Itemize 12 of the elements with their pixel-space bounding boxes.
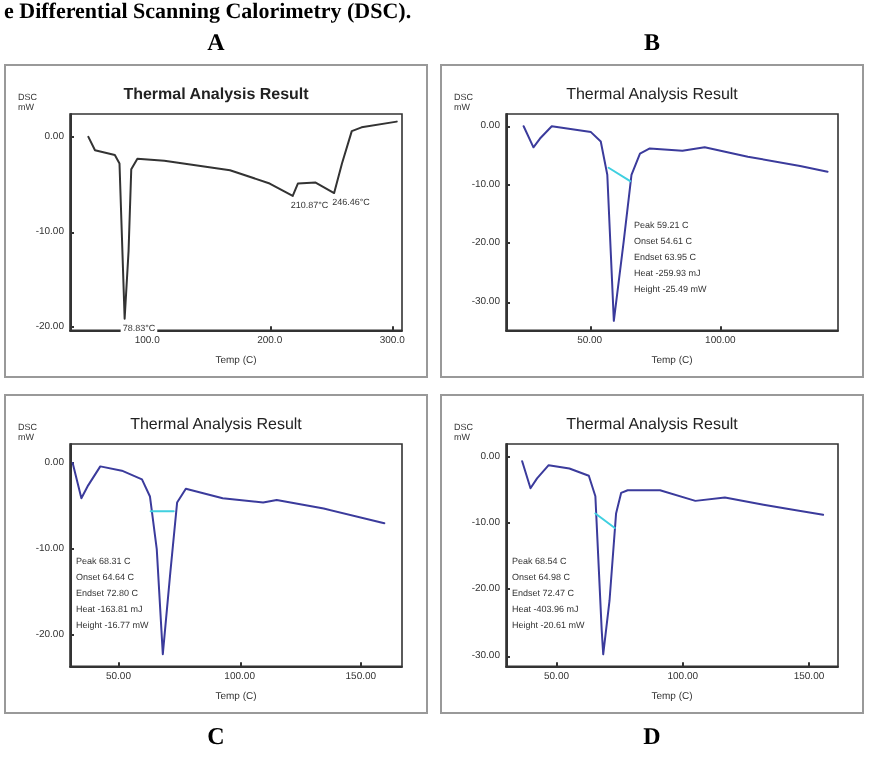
text: C xyxy=(205,722,227,752)
chart-subtitle: B xyxy=(641,28,662,58)
chart-title: Thermal Analysis Result xyxy=(123,85,310,103)
chart-title: Thermal Analysis Result xyxy=(566,415,740,433)
chart-subtitle: A xyxy=(205,28,227,58)
chart-title: Thermal Analysis Result xyxy=(130,415,304,433)
line-series xyxy=(71,461,386,656)
text: e Differential Scanning Calorimetry (DSC). xyxy=(4,0,412,24)
text: D xyxy=(641,722,663,752)
chart-title: Thermal Analysis Result xyxy=(566,85,740,103)
line-series xyxy=(87,120,398,320)
line-series xyxy=(522,125,829,322)
